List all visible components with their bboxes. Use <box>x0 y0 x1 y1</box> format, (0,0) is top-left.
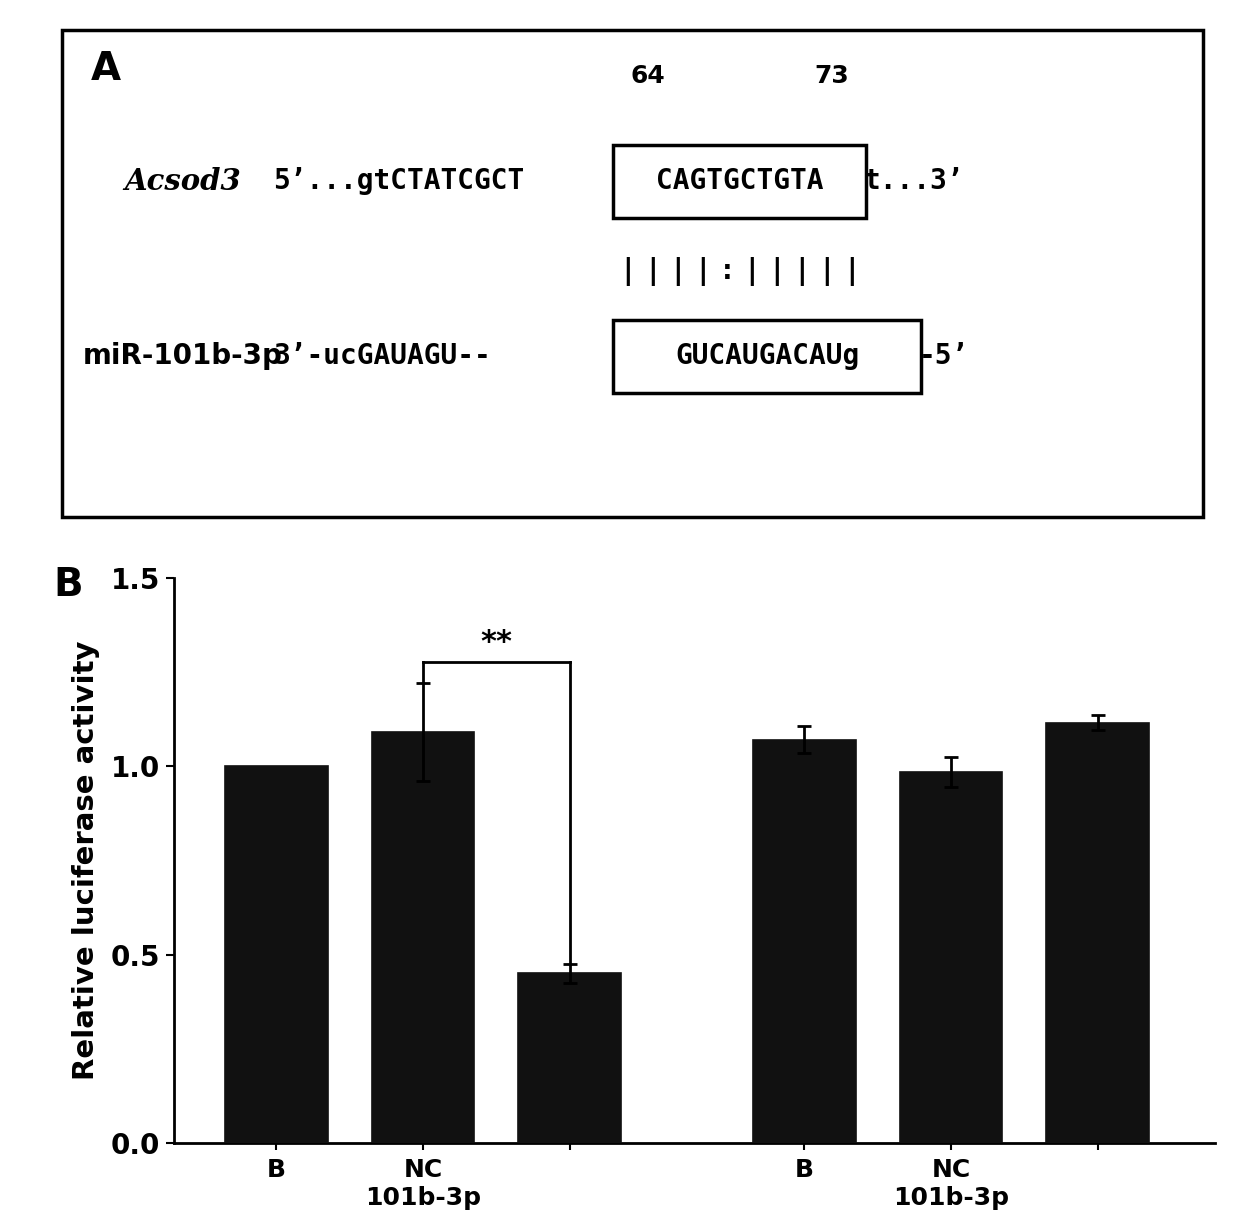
Text: |: | <box>670 257 686 286</box>
Text: |: | <box>769 257 785 286</box>
Text: 5’...gtCTATCGCT: 5’...gtCTATCGCT <box>273 167 525 196</box>
FancyBboxPatch shape <box>613 320 921 393</box>
Text: Acsod3: Acsod3 <box>125 167 242 196</box>
FancyBboxPatch shape <box>62 30 1203 517</box>
Y-axis label: Relative luciferase activity: Relative luciferase activity <box>72 641 99 1080</box>
FancyBboxPatch shape <box>613 145 867 218</box>
Text: CAGTGCTGTA: CAGTGCTGTA <box>656 167 823 196</box>
Text: -5’: -5’ <box>919 342 968 371</box>
Text: |: | <box>744 257 760 286</box>
Text: |: | <box>818 257 835 286</box>
Text: GUCAUGACAUg: GUCAUGACAUg <box>675 342 859 371</box>
Text: t...3’: t...3’ <box>864 167 965 196</box>
Text: B: B <box>53 567 83 604</box>
Bar <box>372 732 475 1143</box>
Bar <box>900 772 1002 1143</box>
Text: |: | <box>620 257 636 286</box>
Text: 73: 73 <box>815 64 849 89</box>
Text: |: | <box>694 257 711 286</box>
Text: miR-101b-3p: miR-101b-3p <box>83 342 283 371</box>
Text: :: : <box>719 257 735 286</box>
Text: |: | <box>794 257 810 286</box>
Text: A: A <box>91 50 120 88</box>
Bar <box>518 973 621 1143</box>
Text: |: | <box>843 257 859 286</box>
Text: **: ** <box>480 627 512 657</box>
Text: 64: 64 <box>630 64 665 89</box>
Bar <box>224 766 327 1143</box>
Text: 3’-ucGAUAGU--: 3’-ucGAUAGU-- <box>273 342 491 371</box>
Text: |: | <box>645 257 661 286</box>
Bar <box>753 739 856 1143</box>
Bar <box>1047 722 1149 1143</box>
